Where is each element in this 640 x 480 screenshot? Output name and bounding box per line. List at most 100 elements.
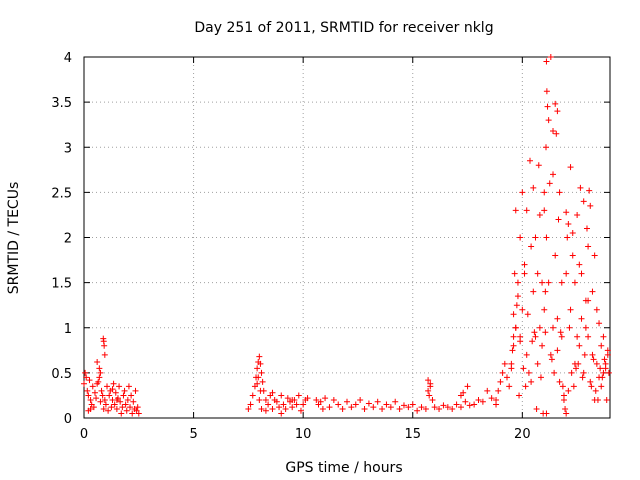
- data-point: [523, 207, 530, 214]
- data-point: [110, 380, 117, 387]
- data-point: [93, 395, 100, 402]
- data-point: [493, 396, 500, 403]
- data-point: [357, 396, 364, 403]
- data-point: [548, 356, 555, 363]
- y-tick-label: 0: [64, 412, 72, 427]
- data-point: [574, 333, 581, 340]
- data-point: [589, 351, 596, 358]
- data-point: [436, 405, 443, 412]
- data-point: [581, 351, 588, 358]
- data-point: [575, 360, 582, 367]
- data-point: [539, 279, 546, 286]
- data-point: [280, 401, 287, 408]
- data-point: [545, 279, 552, 286]
- data-point: [580, 369, 587, 376]
- data-point: [254, 365, 261, 372]
- data-point: [96, 365, 103, 372]
- data-point: [130, 398, 137, 405]
- data-point: [516, 392, 523, 399]
- data-point: [257, 360, 264, 367]
- data-point: [387, 404, 394, 411]
- data-point: [258, 405, 265, 412]
- data-point: [579, 374, 586, 381]
- data-point: [488, 395, 495, 402]
- data-point: [543, 88, 550, 95]
- data-point: [552, 100, 559, 107]
- y-axis-title: SRMTID / TECUs: [6, 182, 22, 295]
- data-point: [574, 211, 581, 218]
- data-point: [569, 229, 576, 236]
- data-point: [567, 164, 574, 171]
- data-points: [81, 54, 612, 417]
- data-point: [405, 404, 412, 411]
- data-point: [558, 279, 565, 286]
- data-point: [426, 392, 433, 399]
- data-point: [289, 404, 296, 411]
- data-point: [255, 374, 262, 381]
- data-point: [597, 365, 604, 372]
- data-point: [603, 396, 610, 403]
- data-point: [605, 369, 612, 376]
- data-point: [523, 351, 530, 358]
- data-point: [532, 333, 539, 340]
- data-point: [578, 315, 585, 322]
- data-point: [262, 407, 269, 414]
- data-point: [573, 365, 580, 372]
- data-point: [125, 383, 132, 390]
- data-point: [556, 378, 563, 385]
- data-point: [123, 407, 130, 414]
- data-point: [259, 378, 266, 385]
- x-tick-label: 15: [404, 427, 421, 442]
- data-point: [84, 387, 91, 394]
- data-point: [99, 392, 106, 399]
- data-point: [370, 404, 377, 411]
- data-point: [508, 360, 515, 367]
- data-point: [501, 360, 508, 367]
- data-point: [589, 288, 596, 295]
- data-point: [537, 374, 544, 381]
- y-tick-label: 3.5: [51, 96, 72, 111]
- data-point: [565, 387, 572, 394]
- data-point: [466, 402, 473, 409]
- data-point: [269, 405, 276, 412]
- data-point: [554, 347, 561, 354]
- data-point: [106, 392, 113, 399]
- data-point: [295, 392, 302, 399]
- data-point: [379, 405, 386, 412]
- data-point: [528, 243, 535, 250]
- data-point: [521, 261, 528, 268]
- data-point: [101, 351, 108, 358]
- data-point: [495, 387, 502, 394]
- data-point: [86, 377, 93, 384]
- data-point: [521, 270, 528, 277]
- x-tick-label: 5: [189, 427, 197, 442]
- data-point: [586, 187, 593, 194]
- data-point: [544, 103, 551, 110]
- data-point: [514, 293, 521, 300]
- data-point: [547, 351, 554, 358]
- data-point: [427, 383, 434, 390]
- data-point: [545, 117, 552, 124]
- data-point: [108, 404, 115, 411]
- data-point: [519, 189, 526, 196]
- data-point: [98, 387, 105, 394]
- data-point: [532, 234, 539, 241]
- data-point: [560, 392, 567, 399]
- data-point: [484, 387, 491, 394]
- data-point: [600, 369, 607, 376]
- data-point: [348, 404, 355, 411]
- data-point: [289, 396, 296, 403]
- data-point: [513, 302, 520, 309]
- data-point: [135, 410, 142, 417]
- data-point: [558, 333, 565, 340]
- data-point: [83, 374, 90, 381]
- data-point: [519, 306, 526, 313]
- data-point: [598, 342, 605, 349]
- data-point: [100, 405, 107, 412]
- data-point: [365, 400, 372, 407]
- data-point: [257, 387, 264, 394]
- data-point: [512, 207, 519, 214]
- data-point: [128, 392, 135, 399]
- data-point: [457, 404, 464, 411]
